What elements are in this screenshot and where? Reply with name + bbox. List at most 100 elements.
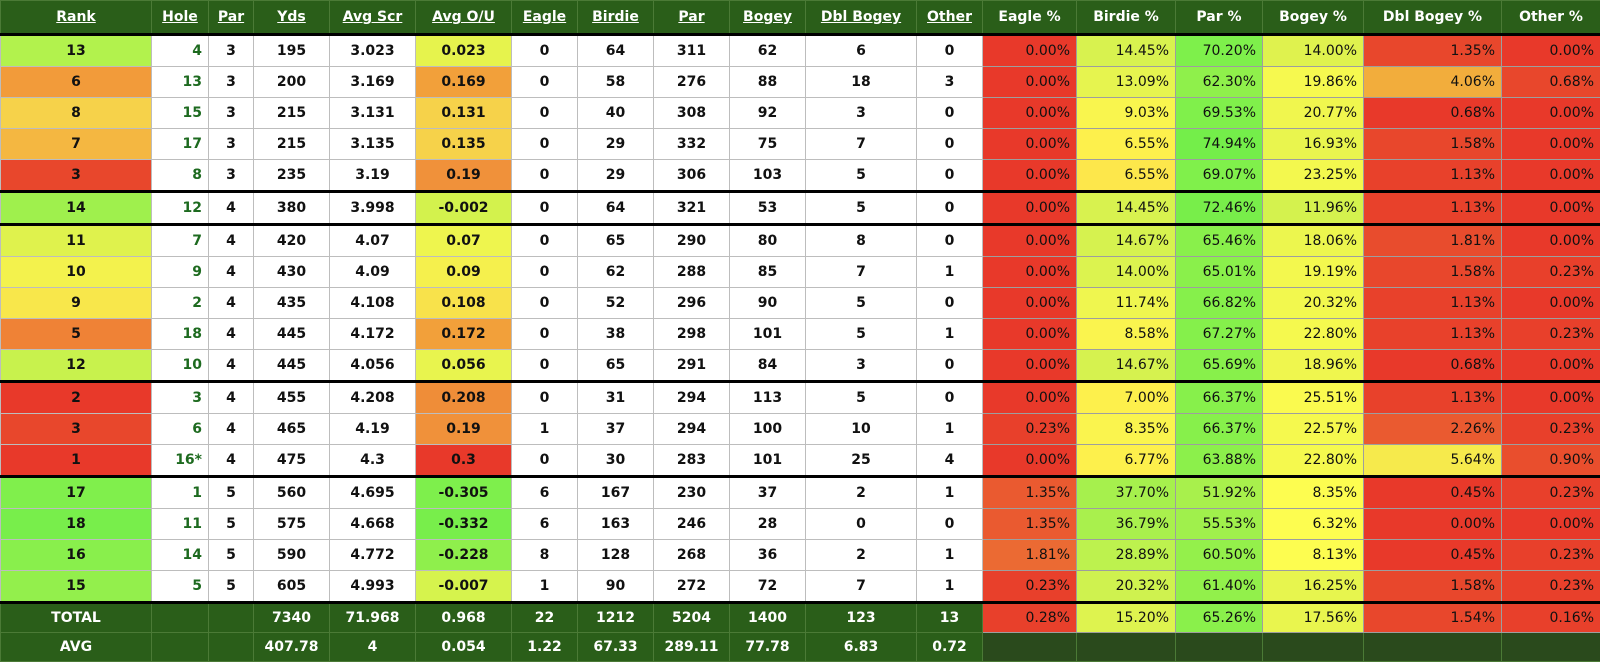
cell-birdie: 90 xyxy=(578,571,654,603)
cell-bogey-pct: 8.35% xyxy=(1263,477,1364,509)
cell-birdie: 163 xyxy=(578,509,654,540)
cell-par-pct: 65.69% xyxy=(1176,350,1263,382)
cell-eagle-pct: 0.23% xyxy=(983,571,1077,603)
cell-eagle-pct: 0.00% xyxy=(983,382,1077,414)
header-hole[interactable]: Hole xyxy=(152,1,209,35)
cell-other: 0 xyxy=(917,192,983,225)
total-eagle: 22 xyxy=(512,603,578,633)
cell-eagle-pct: 0.00% xyxy=(983,35,1077,67)
cell-bogey: 85 xyxy=(730,257,806,288)
header-par-count[interactable]: Par xyxy=(654,1,730,35)
avg-dbl-bogey: 6.83 xyxy=(806,633,917,662)
cell-bogey: 90 xyxy=(730,288,806,319)
cell-other: 3 xyxy=(917,67,983,98)
cell-yds: 465 xyxy=(254,414,330,445)
header-avg-ou[interactable]: Avg O/U xyxy=(416,1,512,35)
cell-par: 4 xyxy=(209,445,254,477)
cell-dbl-bogey: 5 xyxy=(806,160,917,192)
cell-dbl-bogey-pct: 1.13% xyxy=(1364,319,1502,350)
cell-other: 1 xyxy=(917,477,983,509)
cell-hole: 4 xyxy=(152,35,209,67)
cell-yds: 215 xyxy=(254,98,330,129)
cell-dbl-bogey: 0 xyxy=(806,509,917,540)
cell-birdie-pct: 6.77% xyxy=(1077,445,1176,477)
cell-avg-scr: 4.07 xyxy=(330,225,416,257)
cell-dbl-bogey-pct: 1.13% xyxy=(1364,382,1502,414)
avg-avg-ou: 0.054 xyxy=(416,633,512,662)
cell-other-pct: 0.23% xyxy=(1502,319,1600,350)
cell-yds: 575 xyxy=(254,509,330,540)
total-avg-ou: 0.968 xyxy=(416,603,512,633)
header-dbl-bogey[interactable]: Dbl Bogey xyxy=(806,1,917,35)
cell-avg-ou: 0.3 xyxy=(416,445,512,477)
cell-eagle: 1 xyxy=(512,571,578,603)
cell-avg-scr: 4.056 xyxy=(330,350,416,382)
cell-dbl-bogey-pct: 1.13% xyxy=(1364,160,1502,192)
cell-birdie-pct: 9.03% xyxy=(1077,98,1176,129)
cell-par: 3 xyxy=(209,35,254,67)
cell-dbl-bogey: 2 xyxy=(806,540,917,571)
cell-bogey: 103 xyxy=(730,160,806,192)
cell-birdie: 62 xyxy=(578,257,654,288)
avg-row: AVG 407.78 4 0.054 1.22 67.33 289.11 77.… xyxy=(1,633,1600,662)
cell-yds: 380 xyxy=(254,192,330,225)
total-dbl-bogey-pct: 1.54% xyxy=(1364,603,1502,633)
cell-par-pct: 66.37% xyxy=(1176,414,1263,445)
cell-hole: 14 xyxy=(152,540,209,571)
cell-eagle: 6 xyxy=(512,509,578,540)
total-dbl-bogey: 123 xyxy=(806,603,917,633)
cell-bogey: 88 xyxy=(730,67,806,98)
header-other[interactable]: Other xyxy=(917,1,983,35)
cell-dbl-bogey-pct: 1.58% xyxy=(1364,257,1502,288)
cell-par: 3 xyxy=(209,98,254,129)
cell-other: 1 xyxy=(917,414,983,445)
cell-bogey-pct: 18.96% xyxy=(1263,350,1364,382)
avg-label: AVG xyxy=(1,633,152,662)
cell-avg-ou: 0.131 xyxy=(416,98,512,129)
cell-avg-scr: 4.772 xyxy=(330,540,416,571)
total-birdie-pct: 15.20% xyxy=(1077,603,1176,633)
cell-yds: 195 xyxy=(254,35,330,67)
cell-bogey: 101 xyxy=(730,445,806,477)
cell-rank: 10 xyxy=(1,257,152,288)
cell-eagle-pct: 1.81% xyxy=(983,540,1077,571)
cell-rank: 16 xyxy=(1,540,152,571)
cell-other-pct: 0.23% xyxy=(1502,414,1600,445)
cell-hole: 17 xyxy=(152,129,209,160)
total-eagle-pct: 0.28% xyxy=(983,603,1077,633)
avg-avg-scr: 4 xyxy=(330,633,416,662)
cell-other: 0 xyxy=(917,288,983,319)
cell-rank: 3 xyxy=(1,160,152,192)
header-birdie[interactable]: Birdie xyxy=(578,1,654,35)
cell-par-count: 294 xyxy=(654,414,730,445)
cell-avg-scr: 4.09 xyxy=(330,257,416,288)
cell-other: 0 xyxy=(917,350,983,382)
cell-eagle: 0 xyxy=(512,129,578,160)
cell-dbl-bogey: 3 xyxy=(806,350,917,382)
header-rank[interactable]: Rank xyxy=(1,1,152,35)
cell-avg-scr: 4.3 xyxy=(330,445,416,477)
cell-avg-ou: 0.135 xyxy=(416,129,512,160)
cell-dbl-bogey-pct: 1.58% xyxy=(1364,571,1502,603)
cell-par-pct: 74.94% xyxy=(1176,129,1263,160)
cell-eagle: 0 xyxy=(512,67,578,98)
cell-yds: 235 xyxy=(254,160,330,192)
header-avg-scr[interactable]: Avg Scr xyxy=(330,1,416,35)
cell-other-pct: 0.00% xyxy=(1502,129,1600,160)
header-eagle[interactable]: Eagle xyxy=(512,1,578,35)
cell-eagle: 6 xyxy=(512,477,578,509)
cell-eagle: 0 xyxy=(512,350,578,382)
header-par[interactable]: Par xyxy=(209,1,254,35)
avg-yds: 407.78 xyxy=(254,633,330,662)
cell-par-pct: 62.30% xyxy=(1176,67,1263,98)
header-yds[interactable]: Yds xyxy=(254,1,330,35)
cell-par-pct: 60.50% xyxy=(1176,540,1263,571)
cell-other: 0 xyxy=(917,35,983,67)
cell-yds: 420 xyxy=(254,225,330,257)
header-bogey[interactable]: Bogey xyxy=(730,1,806,35)
cell-dbl-bogey-pct: 0.45% xyxy=(1364,477,1502,509)
cell-eagle: 1 xyxy=(512,414,578,445)
cell-bogey-pct: 20.32% xyxy=(1263,288,1364,319)
